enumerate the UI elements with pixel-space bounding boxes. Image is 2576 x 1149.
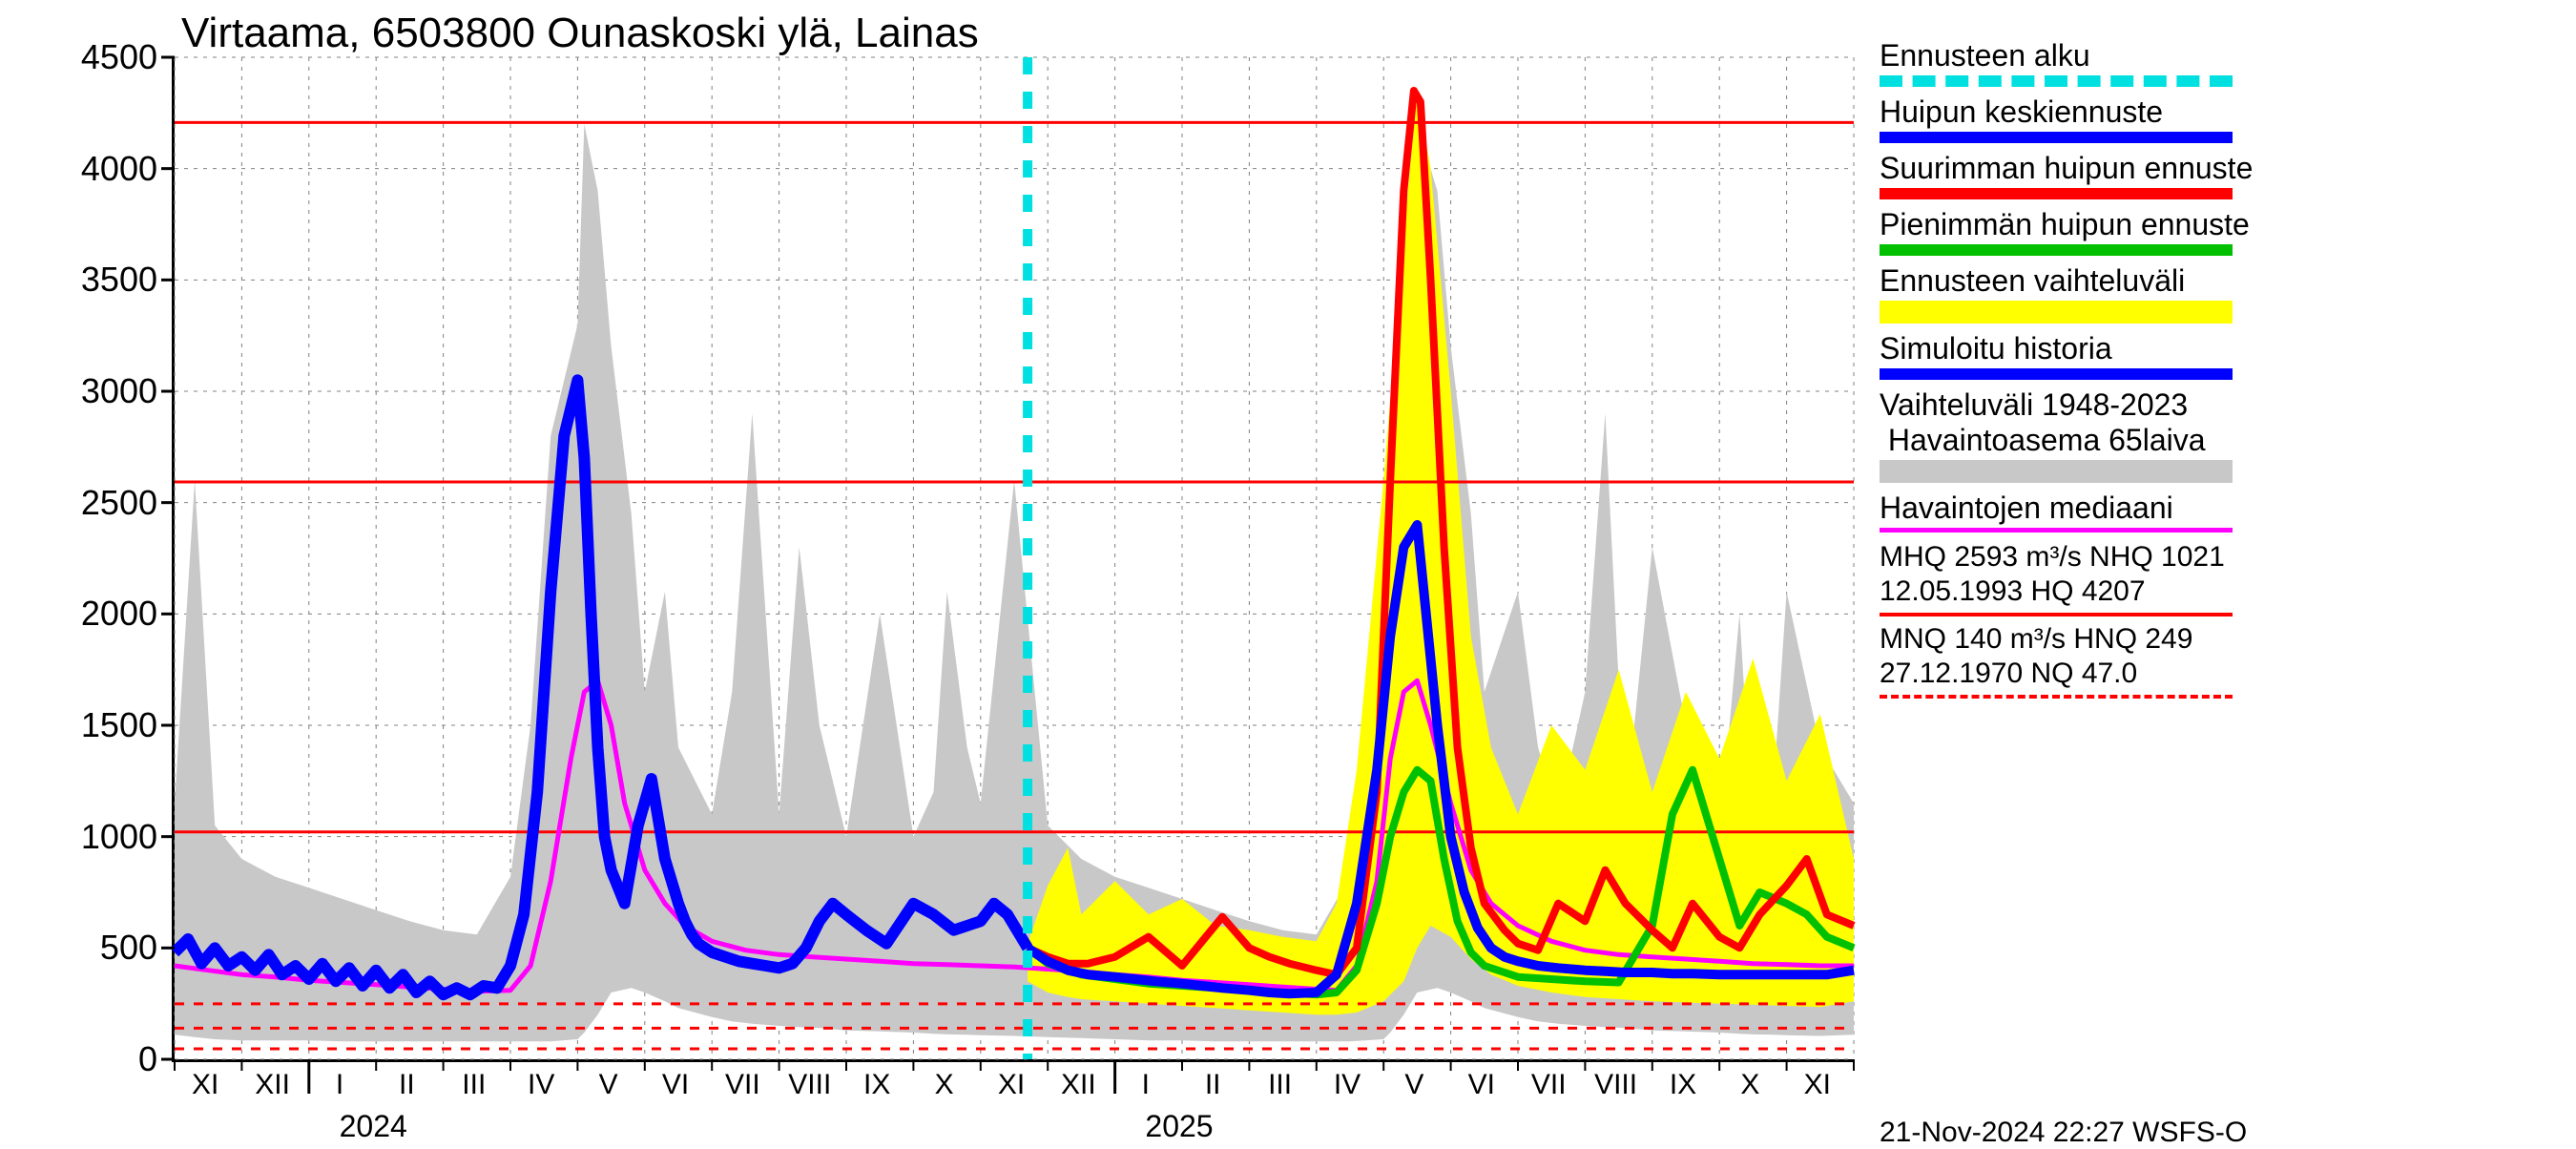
legend-label: Pienimmän huipun ennuste xyxy=(1880,207,2253,242)
legend-swatch xyxy=(1880,301,2233,324)
y-tick-label: 4500 xyxy=(43,37,157,77)
legend-label: Simuloitu historia xyxy=(1880,331,2253,366)
legend-entry-peak_mean: Huipun keskiennuste xyxy=(1880,94,2253,143)
legend-entry-forecast_range: Ennusteen vaihteluväli xyxy=(1880,263,2253,324)
x-tick-label: I xyxy=(1142,1069,1150,1101)
legend-entry-peak_max: Suurimman huipun ennuste xyxy=(1880,151,2253,199)
legend-label: Huipun keskiennuste xyxy=(1880,94,2253,130)
legend-label: Vaihteluväli 1948-2023 Havaintoasema 65l… xyxy=(1880,387,2253,458)
x-tick-label: II xyxy=(1205,1069,1221,1101)
legend-swatch xyxy=(1880,368,2233,380)
legend-label: Havaintojen mediaani xyxy=(1880,491,2253,526)
x-tick-label: III xyxy=(462,1069,486,1101)
legend-swatch xyxy=(1880,613,2233,616)
legend-stats-line: MHQ 2593 m³/s NHQ 1021 xyxy=(1880,540,2253,574)
x-tick-label: XI xyxy=(192,1069,218,1101)
plot-svg xyxy=(175,57,1854,1059)
x-tick-label: VIII xyxy=(1594,1069,1637,1101)
x-tick-label: IV xyxy=(1334,1069,1361,1101)
timestamp-label: 21-Nov-2024 22:27 WSFS-O xyxy=(1880,1117,2247,1149)
x-tick-label: II xyxy=(399,1069,415,1101)
legend-stats-0: MHQ 2593 m³/s NHQ 102112.05.1993 HQ 4207 xyxy=(1880,540,2253,616)
legend-label: Ennusteen alku xyxy=(1880,38,2253,73)
x-tick-label: IX xyxy=(863,1069,890,1101)
x-tick-label: XI xyxy=(998,1069,1025,1101)
x-tick-label: VI xyxy=(1468,1069,1495,1101)
y-tick-label: 4000 xyxy=(43,149,157,189)
x-tick-label: VII xyxy=(725,1069,760,1101)
legend-label: Ennusteen vaihteluväli xyxy=(1880,263,2253,299)
x-tick-label: VI xyxy=(662,1069,689,1101)
legend-swatch xyxy=(1880,244,2233,256)
x-tick-label: XI xyxy=(1804,1069,1831,1101)
legend-label: Suurimman huipun ennuste xyxy=(1880,151,2253,186)
x-tick-label: III xyxy=(1268,1069,1292,1101)
x-tick-label: I xyxy=(336,1069,343,1101)
y-tick-label: 500 xyxy=(43,928,157,968)
legend-swatch xyxy=(1880,695,2233,699)
y-tick-label: 2000 xyxy=(43,594,157,634)
legend: Ennusteen alku Huipun keskiennuste Suurimm… xyxy=(1880,38,2253,699)
x-tick-label: V xyxy=(1404,1069,1423,1101)
y-tick-label: 1500 xyxy=(43,705,157,745)
y-tick-label: 1000 xyxy=(43,817,157,857)
plot-area xyxy=(172,57,1854,1062)
y-tick-label: 0 xyxy=(43,1039,157,1079)
legend-entry-obs_median: Havaintojen mediaani xyxy=(1880,491,2253,533)
x-tick-label: X xyxy=(935,1069,954,1101)
y-tick-label: 3500 xyxy=(43,260,157,300)
legend-swatch xyxy=(1880,188,2233,199)
x-tick-label: IV xyxy=(528,1069,554,1101)
legend-stats-line: 12.05.1993 HQ 4207 xyxy=(1880,574,2253,609)
chart-title: Virtaama, 6503800 Ounaskoski ylä, Lainas xyxy=(181,10,979,57)
y-tick-label: 3000 xyxy=(43,371,157,411)
x-tick-label: VIII xyxy=(788,1069,831,1101)
x-tick-label: XII xyxy=(1061,1069,1096,1101)
x-tick-label: X xyxy=(1740,1069,1759,1101)
legend-stats-line: 27.12.1970 NQ 47.0 xyxy=(1880,657,2253,691)
legend-swatch xyxy=(1880,528,2233,533)
y-tick-label: 2500 xyxy=(43,483,157,523)
x-tick-label: XII xyxy=(255,1069,290,1101)
x-tick-label: IX xyxy=(1670,1069,1696,1101)
legend-stats-line: MNQ 140 m³/s HNQ 249 xyxy=(1880,622,2253,657)
legend-swatch xyxy=(1880,75,2233,87)
legend-stats-1: MNQ 140 m³/s HNQ 24927.12.1970 NQ 47.0 xyxy=(1880,622,2253,699)
legend-entry-hist_range: Vaihteluväli 1948-2023 Havaintoasema 65l… xyxy=(1880,387,2253,483)
legend-swatch xyxy=(1880,460,2233,483)
x-year-label: 2025 xyxy=(1145,1109,1213,1144)
legend-entry-forecast_start: Ennusteen alku xyxy=(1880,38,2253,87)
chart-container: Virtaama / Discharge m³/s Virtaama, 6503… xyxy=(0,0,2576,1145)
legend-swatch xyxy=(1880,132,2233,143)
legend-entry-peak_min: Pienimmän huipun ennuste xyxy=(1880,207,2253,256)
legend-entry-sim_history: Simuloitu historia xyxy=(1880,331,2253,380)
x-tick-label: V xyxy=(599,1069,618,1101)
x-year-label: 2024 xyxy=(340,1109,407,1144)
x-tick-label: VII xyxy=(1531,1069,1567,1101)
